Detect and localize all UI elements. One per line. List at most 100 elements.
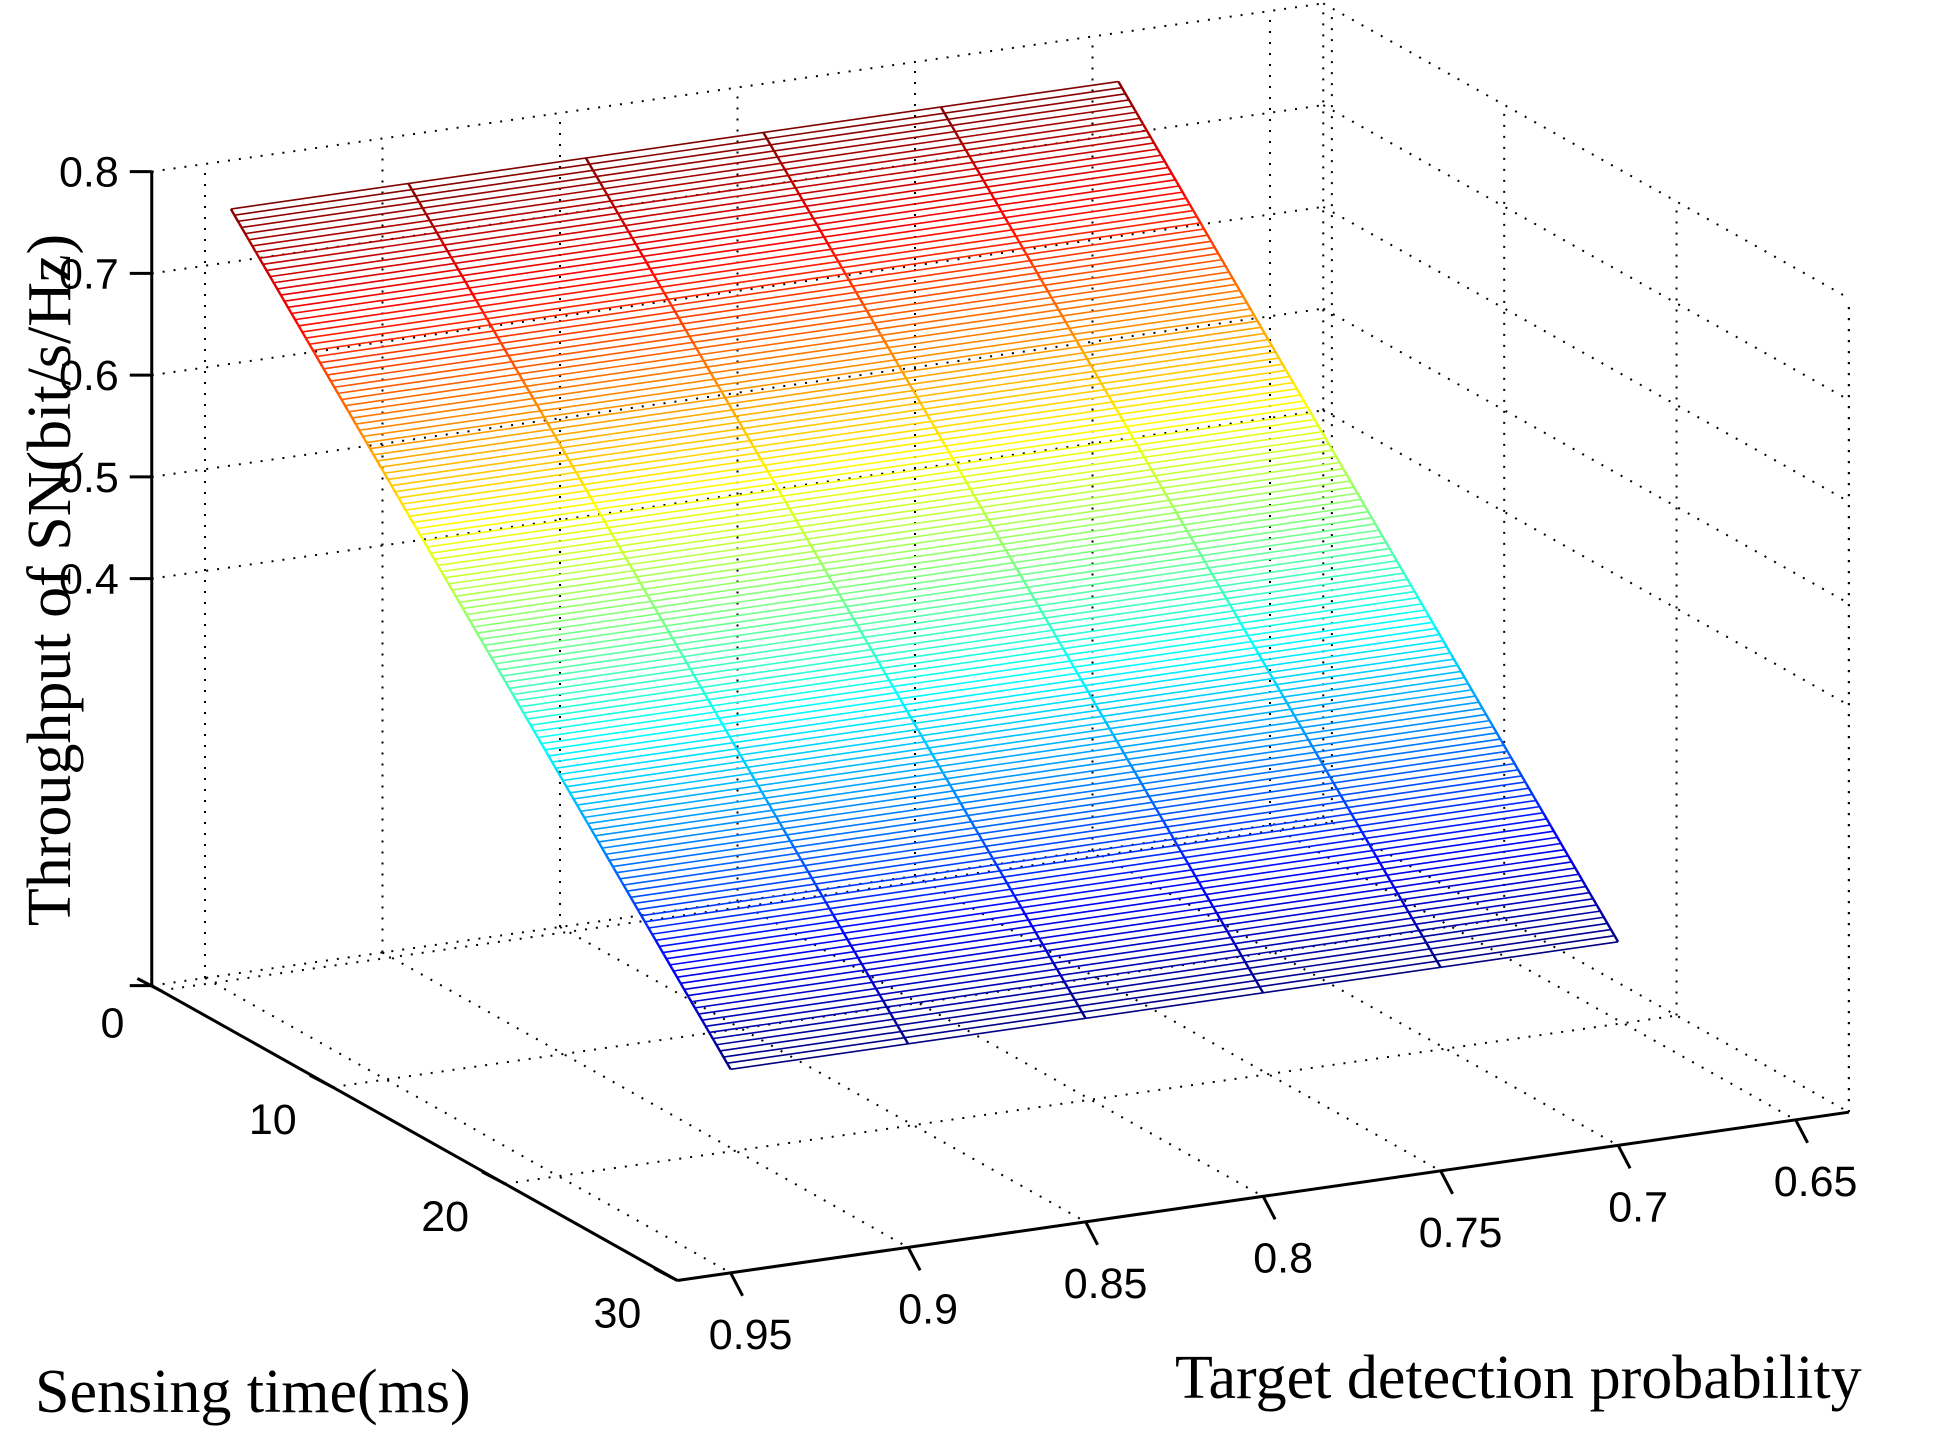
surface-column-line (1364, 837, 1376, 854)
surface-row-line (266, 142, 1155, 272)
surface-column-line (346, 409, 357, 425)
surface-column-line (920, 404, 931, 420)
surface-column-line (1458, 668, 1470, 685)
surface-row-line (302, 203, 1190, 333)
surface-column-line (998, 206, 1009, 223)
z-tick-label: 0.7 (59, 250, 119, 298)
surface-column-line (1267, 339, 1278, 355)
surface-column-line (757, 785, 768, 801)
surface-row-line (723, 928, 1612, 1058)
surface-column-line (1392, 554, 1403, 570)
y-tick-label: 0.75 (1419, 1209, 1503, 1257)
surface-column-line (654, 939, 666, 956)
surface-row-line (362, 308, 1251, 438)
surface-column-line (1098, 378, 1109, 395)
surface-column-line (1317, 425, 1328, 441)
surface-column-line (1231, 608, 1242, 624)
surface-column-line (978, 504, 990, 521)
surface-row-line (694, 879, 1583, 1009)
surface-column-line (790, 842, 801, 859)
surface-column-line (615, 541, 626, 557)
surface-column-line (515, 369, 526, 385)
surface-column-line (726, 401, 737, 417)
surface-column-line (1203, 891, 1215, 908)
surface-column-line (1031, 264, 1042, 280)
surface-column-line (1264, 665, 1276, 682)
surface-row-line (434, 431, 1322, 561)
surface-column-line (1173, 507, 1184, 524)
surface-row-line (509, 560, 1397, 690)
surface-row-line (259, 129, 1148, 259)
grid-lines (151, 2, 1850, 1282)
surface-column-line (313, 351, 324, 368)
surface-row-line (291, 185, 1180, 315)
surface-row-line (469, 492, 1358, 622)
surface-row-line (277, 160, 1165, 290)
surface-row-line (341, 271, 1230, 401)
surface-row-line (673, 842, 1562, 972)
surface-column-line (1028, 590, 1040, 607)
surface-column-line (959, 802, 971, 819)
surface-column-line (671, 968, 682, 984)
surface-row-line (455, 467, 1344, 597)
surface-column-line (834, 587, 846, 604)
surface-column-line (1245, 963, 1256, 980)
surface-row-line (366, 314, 1255, 444)
surface-column-line (229, 208, 241, 224)
surface-row-line (655, 811, 1544, 942)
surface-column-line (1103, 719, 1115, 736)
surface-column-line (721, 1054, 732, 1070)
x-axis-line (151, 984, 679, 1282)
surface-row-line (598, 713, 1487, 843)
surface-row-line (369, 320, 1258, 450)
surface-row-line (537, 609, 1426, 739)
surface-column-line (604, 853, 616, 870)
surface-row-line (305, 209, 1194, 339)
surface-row-line (294, 191, 1183, 321)
surface-column-line (1003, 547, 1015, 564)
surface-column-line (704, 1025, 715, 1042)
surface-column-line (634, 243, 646, 259)
surface-column-line (715, 713, 726, 729)
surface-mesh (229, 80, 1620, 1071)
surface-column-line (1183, 195, 1195, 212)
surface-column-line (1175, 181, 1187, 197)
surface-column-line (845, 275, 857, 291)
surface-column-line (995, 533, 1006, 549)
surface-column-line (823, 899, 835, 916)
surface-column-line (1350, 482, 1361, 498)
surface-row-line (648, 799, 1537, 929)
surface-column-line (1431, 952, 1442, 968)
surface-row-line (459, 474, 1347, 604)
surface-column-line (1067, 989, 1079, 1005)
surface-row-line (587, 695, 1476, 825)
surface-column-line (1414, 923, 1425, 940)
surface-column-line (1375, 525, 1386, 541)
surface-column-line (651, 272, 662, 288)
surface-column-line (632, 570, 643, 586)
surface-column-line (895, 361, 906, 377)
surface-row-line (552, 633, 1440, 763)
surface-row-line (577, 676, 1465, 806)
surface-column-line (1017, 903, 1029, 919)
surface-column-line (448, 254, 460, 271)
grid-line (204, 977, 732, 1274)
surface-column-line (1120, 748, 1131, 765)
surface-column-line (1158, 152, 1170, 169)
surface-column-line (1417, 597, 1428, 613)
surface-column-line (734, 415, 746, 432)
z-tick-label: 0.5 (59, 454, 119, 502)
surface-column-line (279, 294, 291, 310)
surface-column-line (973, 163, 984, 180)
surface-column-line (784, 501, 796, 518)
surface-column-line (637, 911, 649, 927)
surface-column-line (593, 171, 604, 188)
surface-column-line (843, 601, 854, 618)
surface-row-line (309, 215, 1197, 346)
grid-line (151, 307, 1324, 478)
surface-row-line (273, 154, 1162, 284)
surface-column-line (901, 702, 912, 718)
surface-column-line (538, 738, 549, 755)
surface-row-line (344, 277, 1233, 407)
surface-column-line (404, 509, 416, 526)
